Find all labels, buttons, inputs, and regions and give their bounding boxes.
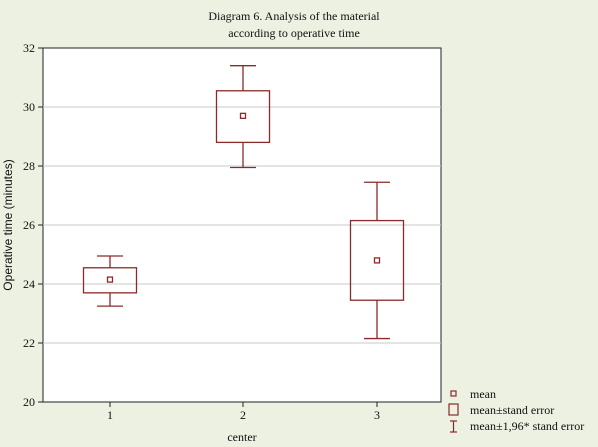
legend-label-se: mean±stand error [470,403,554,417]
legend-label-ci: mean±1,96* stand error [470,419,584,433]
legend-mean-marker [450,390,457,397]
legend-label-mean: mean [470,387,496,401]
chart-title-line-2: according to operative time [228,26,360,40]
y-tick-label: 30 [23,100,35,114]
se-box [82,267,138,294]
y-tick-label: 26 [23,218,35,232]
chart-title-line-1: Diagram 6. Analysis of the material [208,9,380,23]
box-group-2 [215,65,271,169]
x-tick-label: 2 [240,408,246,422]
y-tick-label: 32 [23,41,35,55]
x-tick-label: 3 [374,408,380,422]
y-tick-label: 24 [23,277,35,291]
x-tick-label: 1 [107,408,113,422]
y-axis-label: Operative time (minutes) [1,159,15,290]
legend-item-se: mean±stand error [448,403,554,417]
legend-ci-whisker [450,420,457,433]
se-box [349,219,405,301]
y-axis-ticks: 20 22 24 26 28 30 32 [23,41,43,409]
legend-item-mean: mean [450,387,496,401]
series-layer [82,65,405,340]
mean-marker [106,276,114,283]
mean-marker [239,112,247,119]
y-tick-label: 20 [23,395,35,409]
mean-marker [373,257,381,264]
x-axis-label: center [227,430,256,444]
se-box [215,90,271,144]
legend: mean mean±stand error mean±1,96* stand e… [448,387,584,433]
y-tick-label: 28 [23,159,35,173]
y-tick-label: 22 [23,336,35,350]
grid-lines [43,106,441,344]
legend-se-box [448,403,459,416]
x-axis-ticks: 1 2 3 [107,402,380,422]
legend-item-ci: mean±1,96* stand error [450,419,584,433]
box-group-3 [349,181,405,340]
box-group-1 [82,255,138,307]
